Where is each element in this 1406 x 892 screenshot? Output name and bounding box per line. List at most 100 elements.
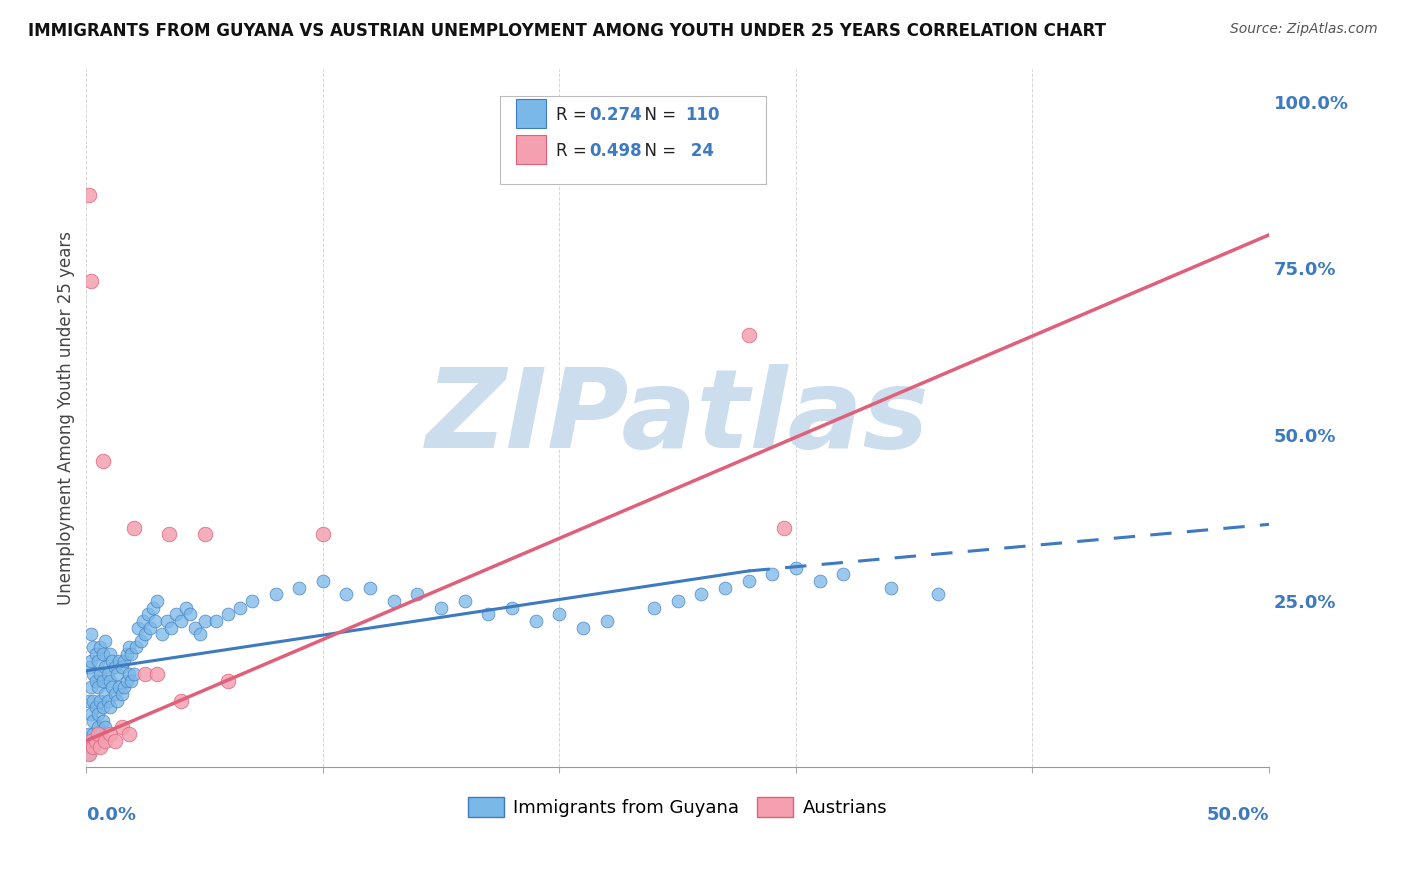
Point (104, 687, 127, 701)
Point (157, 527, 180, 541)
Point (143, 614, 166, 628)
Point (118, 667, 141, 681)
Point (80, 706, 103, 721)
Point (122, 667, 145, 681)
Point (122, 521, 145, 535)
Text: 0.0%: 0.0% (86, 805, 136, 823)
Point (127, 620, 149, 634)
Point (97, 694, 120, 708)
Point (80, 627, 103, 641)
Point (80, 733, 103, 747)
Point (264, 587, 287, 601)
Point (118, 640, 141, 655)
Point (87, 654, 110, 668)
Text: ZIPatlas: ZIPatlas (426, 365, 929, 471)
FancyBboxPatch shape (516, 135, 547, 164)
Point (112, 681, 135, 695)
Point (87, 681, 110, 695)
Text: R =: R = (555, 142, 592, 160)
Point (115, 647, 138, 661)
Point (87, 727, 110, 741)
Point (108, 681, 131, 695)
Point (84, 673, 107, 688)
Point (89, 694, 111, 708)
Point (94, 720, 117, 734)
Point (737, 327, 759, 342)
Point (335, 587, 357, 601)
Legend: Immigrants from Guyana, Austrians: Immigrants from Guyana, Austrians (461, 789, 894, 824)
Point (94, 660, 117, 674)
FancyBboxPatch shape (516, 98, 547, 128)
Point (666, 594, 689, 608)
Point (146, 594, 169, 608)
Point (165, 607, 187, 622)
Point (179, 607, 201, 622)
Point (150, 627, 173, 641)
Point (104, 660, 127, 674)
Point (359, 581, 381, 595)
Point (832, 567, 855, 582)
Point (82, 714, 104, 728)
Point (690, 587, 713, 601)
Point (84, 647, 107, 661)
Point (98, 673, 121, 688)
Text: 0.498: 0.498 (589, 142, 641, 160)
Point (217, 673, 239, 688)
Point (98, 700, 121, 714)
Text: Source: ZipAtlas.com: Source: ZipAtlas.com (1230, 22, 1378, 37)
Point (91, 714, 114, 728)
Text: 24: 24 (685, 142, 714, 160)
Point (98, 647, 121, 661)
Point (111, 687, 134, 701)
Point (89, 667, 111, 681)
Point (193, 614, 215, 628)
Point (82, 640, 104, 655)
Point (91, 700, 114, 714)
Text: R =: R = (555, 106, 592, 124)
Point (77, 660, 100, 674)
Point (89, 640, 111, 655)
Point (91, 673, 114, 688)
Point (125, 640, 148, 655)
Point (84, 733, 107, 747)
Point (82, 694, 104, 708)
Point (714, 581, 737, 595)
Point (134, 627, 156, 641)
Point (97, 667, 120, 681)
Point (91, 647, 114, 661)
Point (118, 727, 141, 741)
Point (84, 700, 107, 714)
Point (87, 706, 110, 721)
Point (188, 627, 211, 641)
Point (77, 747, 100, 761)
Text: 110: 110 (685, 106, 720, 124)
Point (737, 574, 759, 588)
Point (77, 188, 100, 202)
Point (77, 727, 100, 741)
Point (104, 733, 127, 747)
Text: 50.0%: 50.0% (1206, 805, 1270, 823)
Point (80, 275, 103, 289)
Point (82, 727, 104, 741)
Point (240, 594, 263, 608)
Point (94, 633, 117, 648)
Point (288, 581, 311, 595)
Point (82, 740, 104, 755)
Point (120, 647, 142, 661)
Point (184, 620, 207, 634)
Point (193, 527, 215, 541)
Point (84, 733, 107, 747)
Point (89, 740, 111, 755)
Point (108, 654, 131, 668)
Point (101, 681, 124, 695)
Point (111, 660, 134, 674)
Point (170, 694, 193, 708)
Point (170, 614, 193, 628)
Point (120, 673, 142, 688)
Point (382, 594, 405, 608)
Point (156, 614, 179, 628)
Point (87, 720, 110, 734)
Point (454, 594, 477, 608)
Point (77, 740, 100, 755)
Point (501, 600, 523, 615)
